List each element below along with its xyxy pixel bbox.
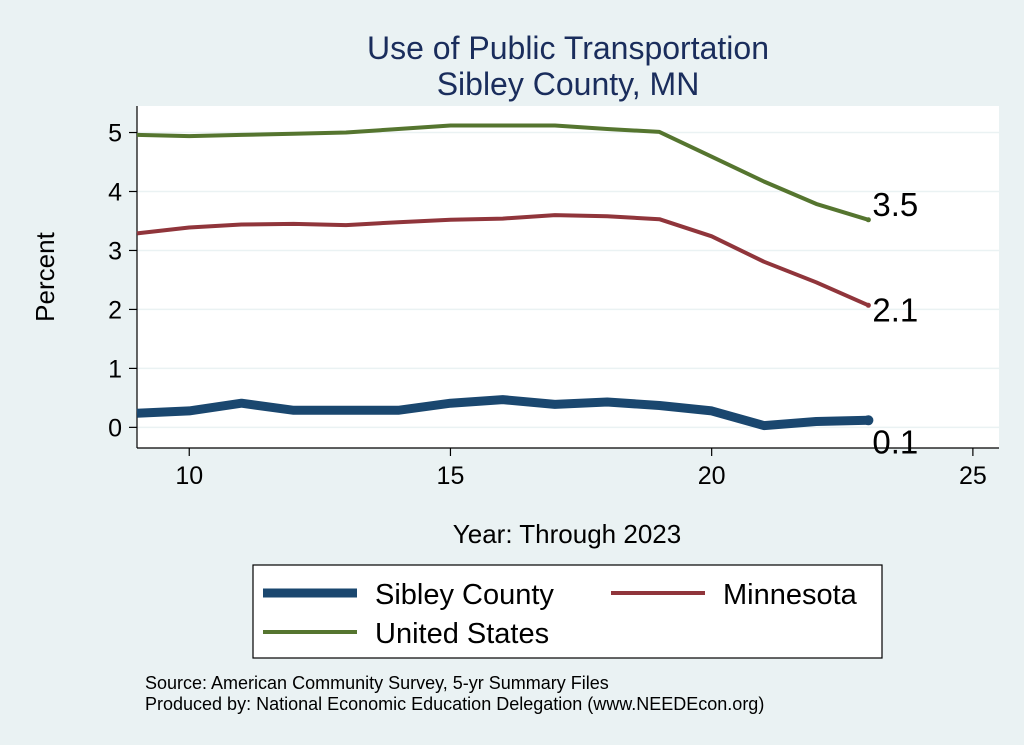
series-line-minnesota [136,213,870,308]
legend-label-minnesota: Minnesota [723,579,858,611]
axes: 0 1 2 3 4 5 10 15 20 25 [108,106,999,490]
end-label-minnesota: 2.1 [872,291,918,328]
end-label-united-states: 3.5 [872,186,918,223]
y-tick-label: 4 [108,179,122,207]
series-end-point-sibley-county [863,415,874,426]
y-tick-label: 3 [108,237,122,265]
x-tick-label: 10 [175,462,203,490]
chart-subtitle: Sibley County, MN [437,66,700,102]
x-tick-label: 15 [437,462,465,490]
plot-area [137,106,999,448]
source-note: Source: American Community Survey, 5-yr … [145,673,609,693]
y-tick-label: 5 [108,120,122,148]
y-tick-label: 1 [108,355,122,383]
series-end-point-united-states [865,217,871,223]
producer-note: Produced by: National Economic Education… [145,694,764,714]
y-axis-title: Percent [30,231,60,321]
y-tick-label: 0 [108,414,122,442]
series-lines [136,123,874,431]
end-label-sibley-county: 0.1 [872,423,918,460]
series-line-sibley-county [136,395,869,431]
series-line-united-states [136,123,869,222]
x-axis-title: Year: Through 2023 [453,519,681,549]
end-labels: 0.1 2.1 3.5 [872,186,918,460]
series-end-point-minnesota [865,302,871,308]
legend [252,564,883,659]
legend-label-sibley-county: Sibley County [375,579,554,611]
x-tick-label: 20 [698,462,726,490]
chart-title: Use of Public Transportation [367,30,769,66]
legend-label-united-states: United States [375,618,549,650]
x-tick-label: 25 [959,462,987,490]
y-tick-label: 2 [108,296,122,324]
